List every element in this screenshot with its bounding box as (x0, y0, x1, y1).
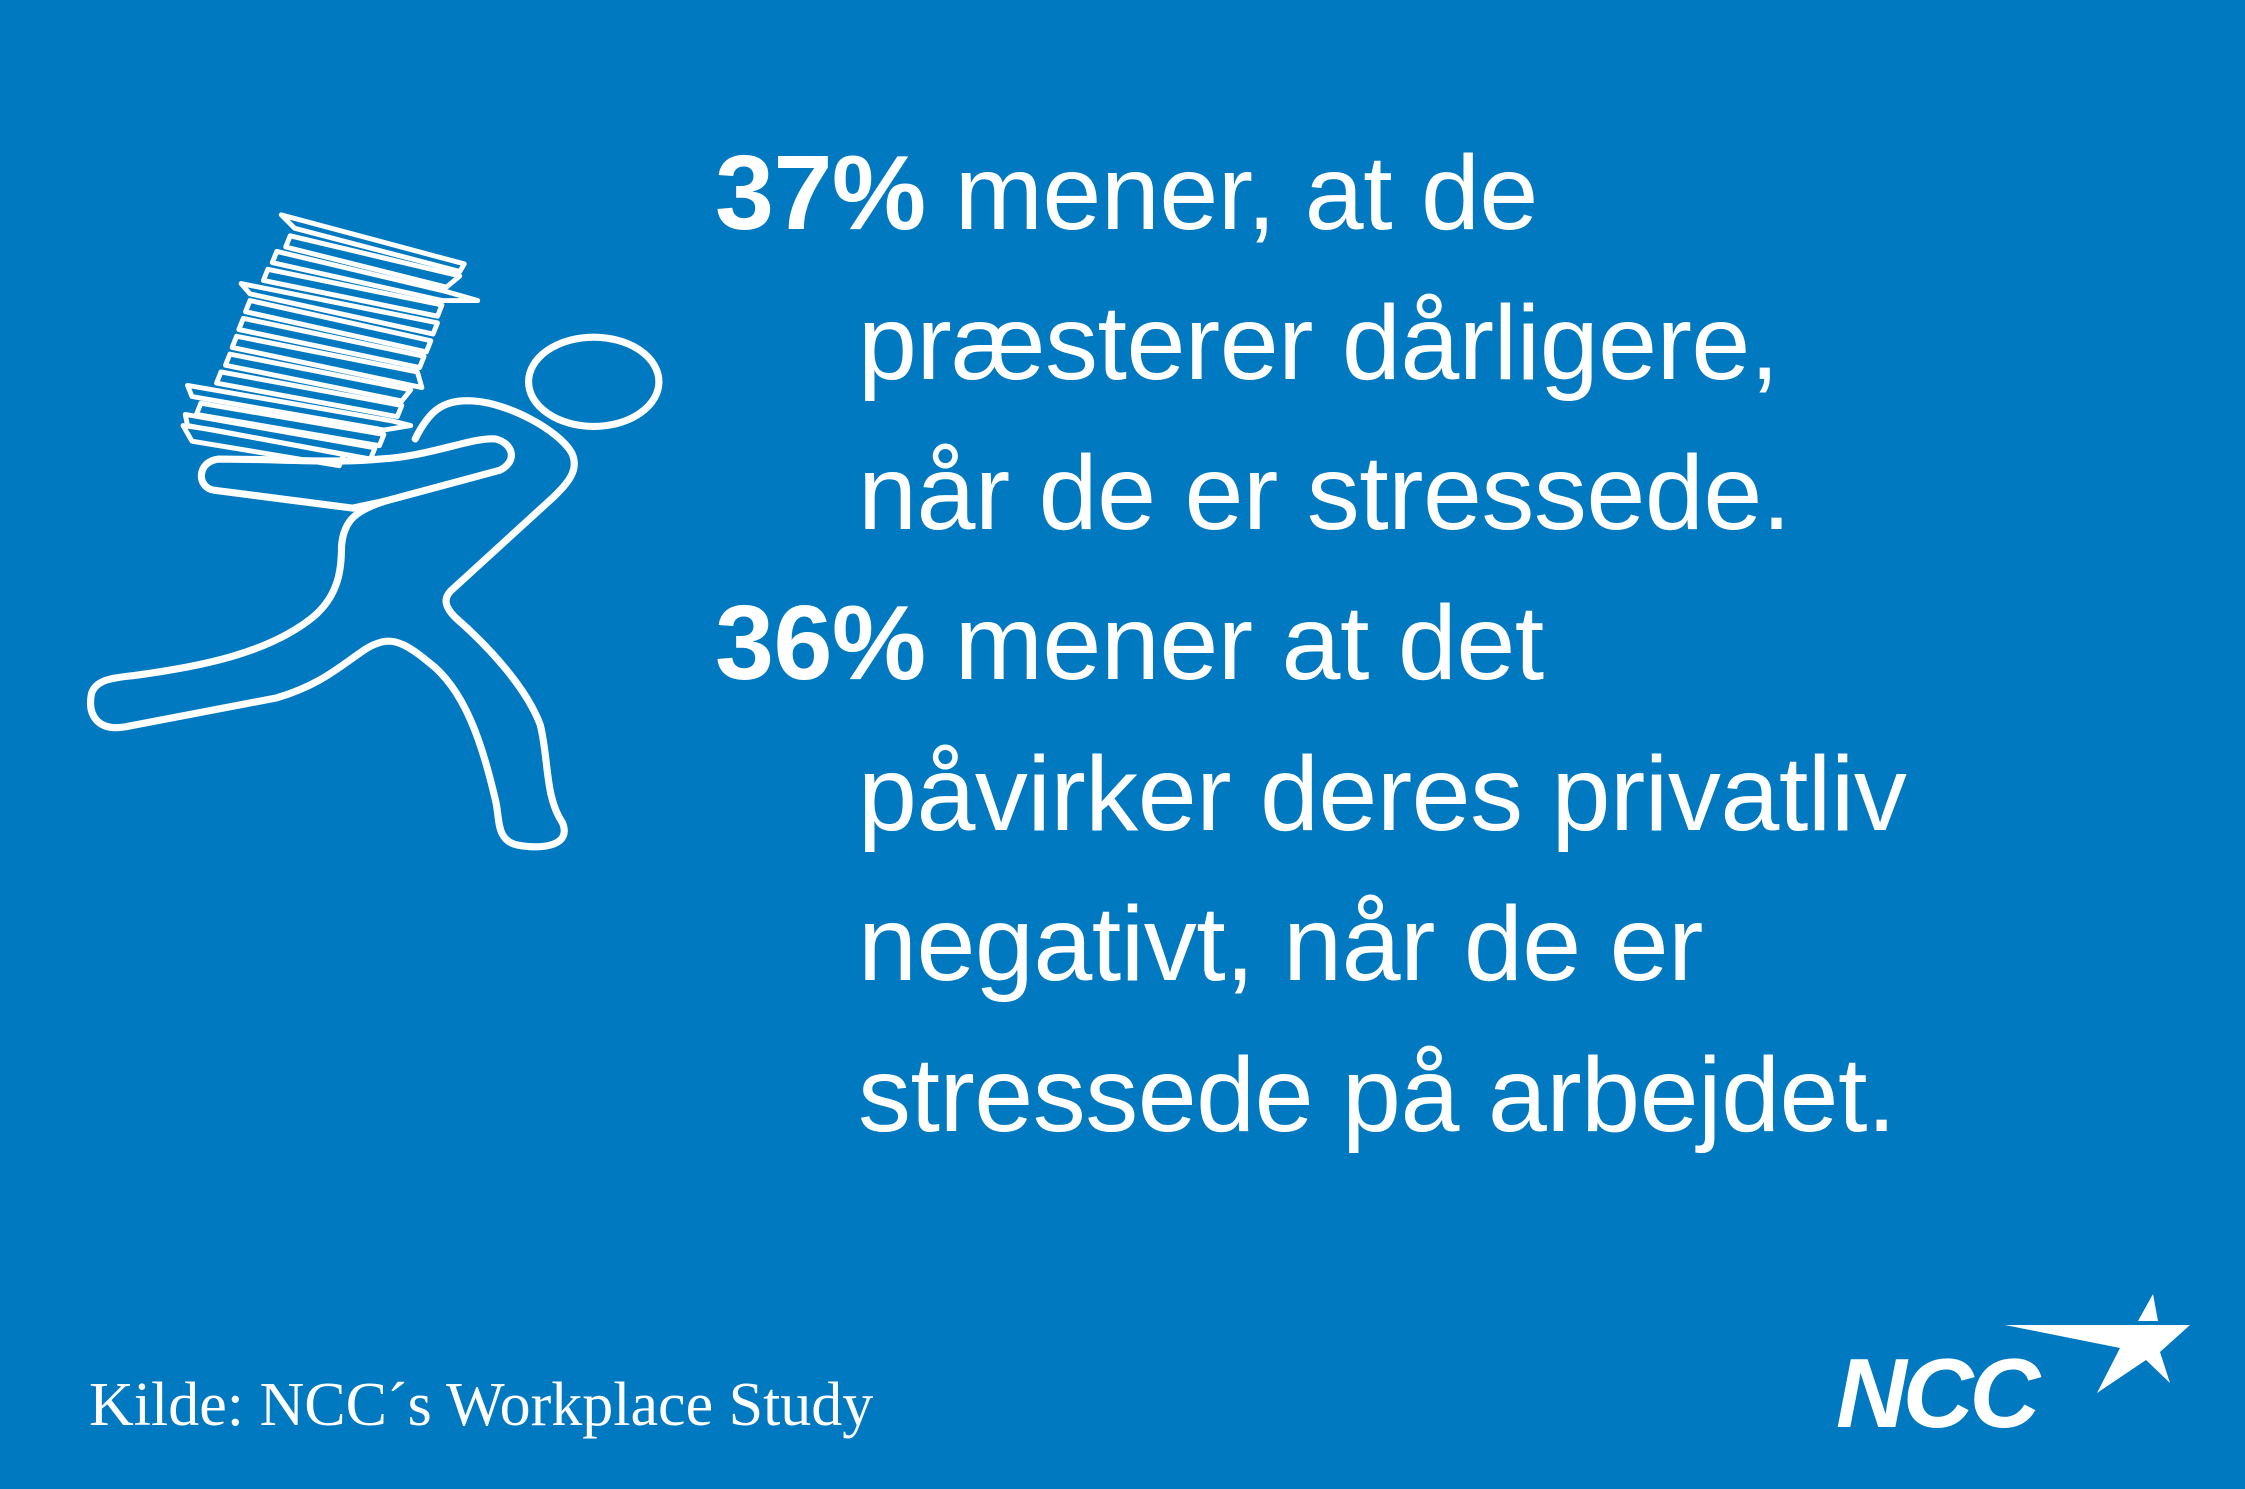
stat-1-percent: 37% (715, 134, 926, 252)
ncc-star-logo: NCC (1836, 1294, 2190, 1448)
stat-2-line-1: 36% mener at det (715, 590, 1544, 696)
stat-2-percent: 36% (715, 584, 926, 702)
stat-1-line-3: når de er stressede. (858, 434, 1791, 552)
stressed-person-carrying-papers-icon (87, 212, 663, 851)
stat-1-line-1: 37% mener, at de (715, 140, 1538, 246)
stat-1-text: mener, at de (954, 134, 1539, 252)
source-citation: Kilde: NCC´s Workplace Study (89, 1371, 874, 1439)
stat-2-text: mener at det (954, 584, 1545, 702)
stat-2-line-4: stressede på arbejdet. (858, 1036, 1896, 1154)
logo-text: NCC (1836, 1338, 2042, 1448)
stat-2-line-2: påvirker deres privatliv (858, 735, 1907, 853)
stat-2-line-3: negativt, når de er (858, 885, 1703, 1003)
stat-1-line-2: præsterer dårligere, (858, 284, 1779, 402)
